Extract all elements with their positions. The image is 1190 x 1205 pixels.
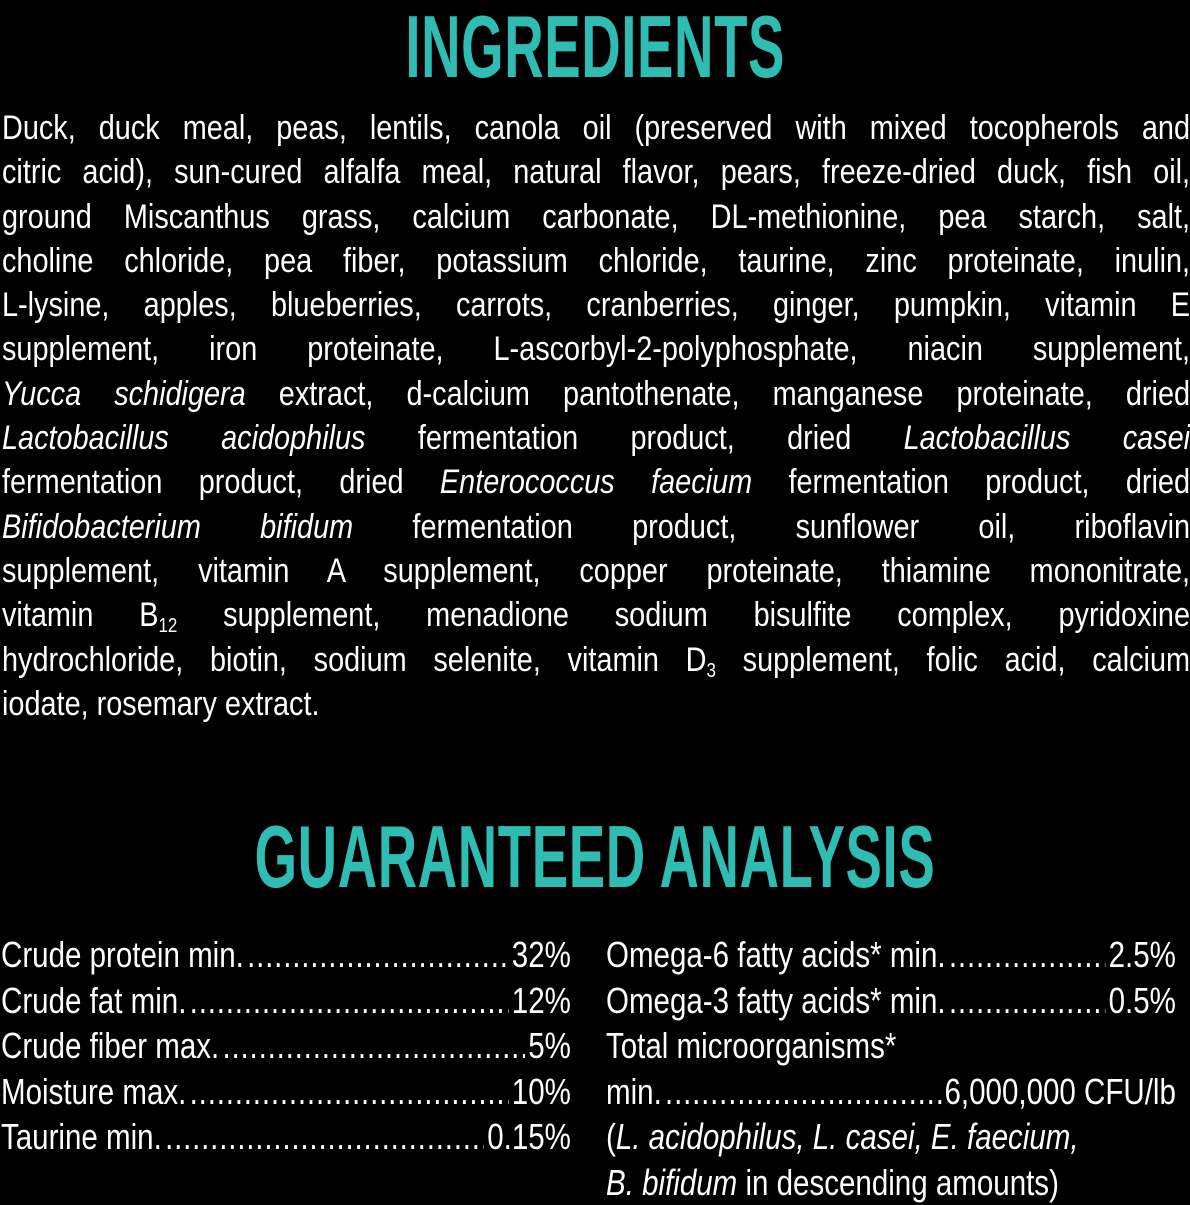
text-segment: Duck, duck meal, peas, lentils, canola o… bbox=[2, 109, 1190, 147]
ingredients-heading: INGREDIENTS bbox=[0, 0, 1190, 98]
analysis-label: Crude protein min. bbox=[1, 932, 244, 978]
analysis-row: Crude fiber max. 5% bbox=[1, 1023, 571, 1069]
text-segment: fermentation product, dried bbox=[2, 463, 440, 501]
micro-label: Total microorganisms* bbox=[606, 1023, 1176, 1069]
analysis-label: Omega-6 fatty acids* min. bbox=[606, 932, 946, 978]
analysis-value: 0.15% bbox=[487, 1114, 571, 1160]
ingredient-line: supplement, vitamin A supplement, copper… bbox=[2, 549, 1190, 593]
ingredient-line: choline chloride, pea fiber, potassium c… bbox=[2, 239, 1190, 283]
micro-note-line: (L. acidophilus, L. casei, E. faecium, bbox=[606, 1114, 1176, 1160]
text-segment: Lactobacillus acidophilus bbox=[2, 419, 365, 457]
analysis-left-column: Crude protein min.32%Crude fat min.12%Cr… bbox=[1, 932, 571, 1160]
ingredient-line: ground Miscanthus grass, calcium carbona… bbox=[2, 195, 1190, 239]
ingredient-line: citric acid), sun-cured alfalfa meal, na… bbox=[2, 150, 1190, 194]
ingredient-line: Duck, duck meal, peas, lentils, canola o… bbox=[2, 106, 1190, 150]
analysis-value: 10% bbox=[512, 1069, 571, 1115]
analysis-row: min. 6,000,000 CFU/lb bbox=[606, 1069, 1176, 1115]
ingredient-line: L-lysine, apples, blueberries, carrots, … bbox=[2, 283, 1190, 327]
text-segment: supplement, iron proteinate, L-ascorbyl-… bbox=[2, 330, 1190, 368]
text-segment: L. acidophilus, L. casei, E. faecium, bbox=[616, 1116, 1079, 1157]
text-segment: vitamin B bbox=[2, 596, 158, 634]
analysis-title: GUARANTEED ANALYSIS bbox=[255, 806, 936, 908]
text-segment: supplement, menadione sodium bisulfite c… bbox=[177, 596, 1190, 634]
dot-leader bbox=[165, 1114, 484, 1160]
analysis-row: Omega-6 fatty acids* min. 2.5% bbox=[606, 932, 1176, 978]
analysis-row: Crude fat min. 12% bbox=[1, 978, 571, 1024]
analysis-row: Moisture max. 10% bbox=[1, 1069, 571, 1115]
analysis-label: Omega-3 fatty acids* min. bbox=[606, 978, 946, 1024]
analysis-value: 5% bbox=[528, 1023, 571, 1069]
analysis-label: Moisture max. bbox=[1, 1069, 186, 1115]
analysis-value: 0.5% bbox=[1109, 978, 1176, 1024]
dot-leader bbox=[190, 978, 509, 1024]
analysis-label: Crude fiber max. bbox=[1, 1023, 219, 1069]
text-segment: 3 bbox=[706, 660, 715, 682]
text-segment: in descending amounts) bbox=[737, 1162, 1059, 1203]
micro-note-line: B. bifidum in descending amounts) bbox=[606, 1160, 1176, 1205]
text-segment: hydrochloride, biotin, sodium selenite, … bbox=[2, 641, 706, 679]
analysis-value: 6,000,000 CFU/lb bbox=[945, 1069, 1176, 1115]
ingredients-title: INGREDIENTS bbox=[405, 0, 785, 98]
analysis-value: 2.5% bbox=[1109, 932, 1176, 978]
text-segment: Yucca schidigera bbox=[2, 375, 246, 413]
text-segment: citric acid), sun-cured alfalfa meal, na… bbox=[2, 153, 1190, 191]
analysis-value: 12% bbox=[512, 978, 571, 1024]
ingredient-line: Yucca schidigera extract, d-calcium pant… bbox=[2, 372, 1190, 416]
analysis-value: 32% bbox=[512, 932, 571, 978]
text-segment: choline chloride, pea fiber, potassium c… bbox=[2, 242, 1190, 280]
text-segment: extract, d-calcium pantothenate, mangane… bbox=[246, 375, 1190, 413]
text-segment: ground Miscanthus grass, calcium carbona… bbox=[2, 198, 1190, 236]
text-segment: L-lysine, apples, blueberries, carrots, … bbox=[2, 286, 1190, 324]
analysis-label: min. bbox=[606, 1069, 662, 1115]
text-segment: fermentation product, sunflower oil, rib… bbox=[353, 508, 1190, 546]
dot-leader bbox=[665, 1069, 941, 1115]
text-segment: fermentation product, dried bbox=[752, 463, 1190, 501]
text-segment: Lactobacillus casei bbox=[904, 419, 1190, 457]
analysis-row: Taurine min. 0.15% bbox=[1, 1114, 571, 1160]
text-segment: 12 bbox=[158, 615, 177, 637]
ingredient-line: iodate, rosemary extract. bbox=[2, 682, 1190, 726]
analysis-row: Crude protein min. 32% bbox=[1, 932, 571, 978]
text-segment: supplement, folic acid, calcium bbox=[716, 641, 1190, 679]
ingredients-list: Duck, duck meal, peas, lentils, canola o… bbox=[2, 106, 1190, 726]
dot-leader bbox=[949, 978, 1105, 1024]
text-segment: iodate, rosemary extract. bbox=[2, 685, 320, 723]
ingredient-line: supplement, iron proteinate, L-ascorbyl-… bbox=[2, 327, 1190, 371]
text-segment: fermentation product, dried bbox=[365, 419, 903, 457]
dot-leader bbox=[949, 932, 1105, 978]
ingredient-line: Lactobacillus acidophilus fermentation p… bbox=[2, 416, 1190, 460]
ingredient-line: vitamin B12 supplement, menadione sodium… bbox=[2, 593, 1190, 637]
analysis-label: Crude fat min. bbox=[1, 978, 186, 1024]
ingredient-line: fermentation product, dried Enterococcus… bbox=[2, 460, 1190, 504]
dot-leader bbox=[222, 1023, 524, 1069]
analysis-right-column: Omega-6 fatty acids* min.2.5%Omega-3 fat… bbox=[606, 932, 1176, 1205]
text-segment: ( bbox=[606, 1116, 616, 1157]
analysis-row: Omega-3 fatty acids* min. 0.5% bbox=[606, 978, 1176, 1024]
text-segment: supplement, vitamin A supplement, copper… bbox=[2, 552, 1190, 590]
ingredient-line: hydrochloride, biotin, sodium selenite, … bbox=[2, 638, 1190, 682]
dot-leader bbox=[247, 932, 508, 978]
analysis-label: Taurine min. bbox=[1, 1114, 162, 1160]
dot-leader bbox=[190, 1069, 509, 1115]
ingredient-line: Bifidobacterium bifidum fermentation pro… bbox=[2, 505, 1190, 549]
text-segment: B. bifidum bbox=[606, 1162, 737, 1203]
text-segment: Bifidobacterium bifidum bbox=[2, 508, 353, 546]
text-segment: Enterococcus faecium bbox=[440, 463, 752, 501]
analysis-heading: GUARANTEED ANALYSIS bbox=[0, 806, 1190, 908]
